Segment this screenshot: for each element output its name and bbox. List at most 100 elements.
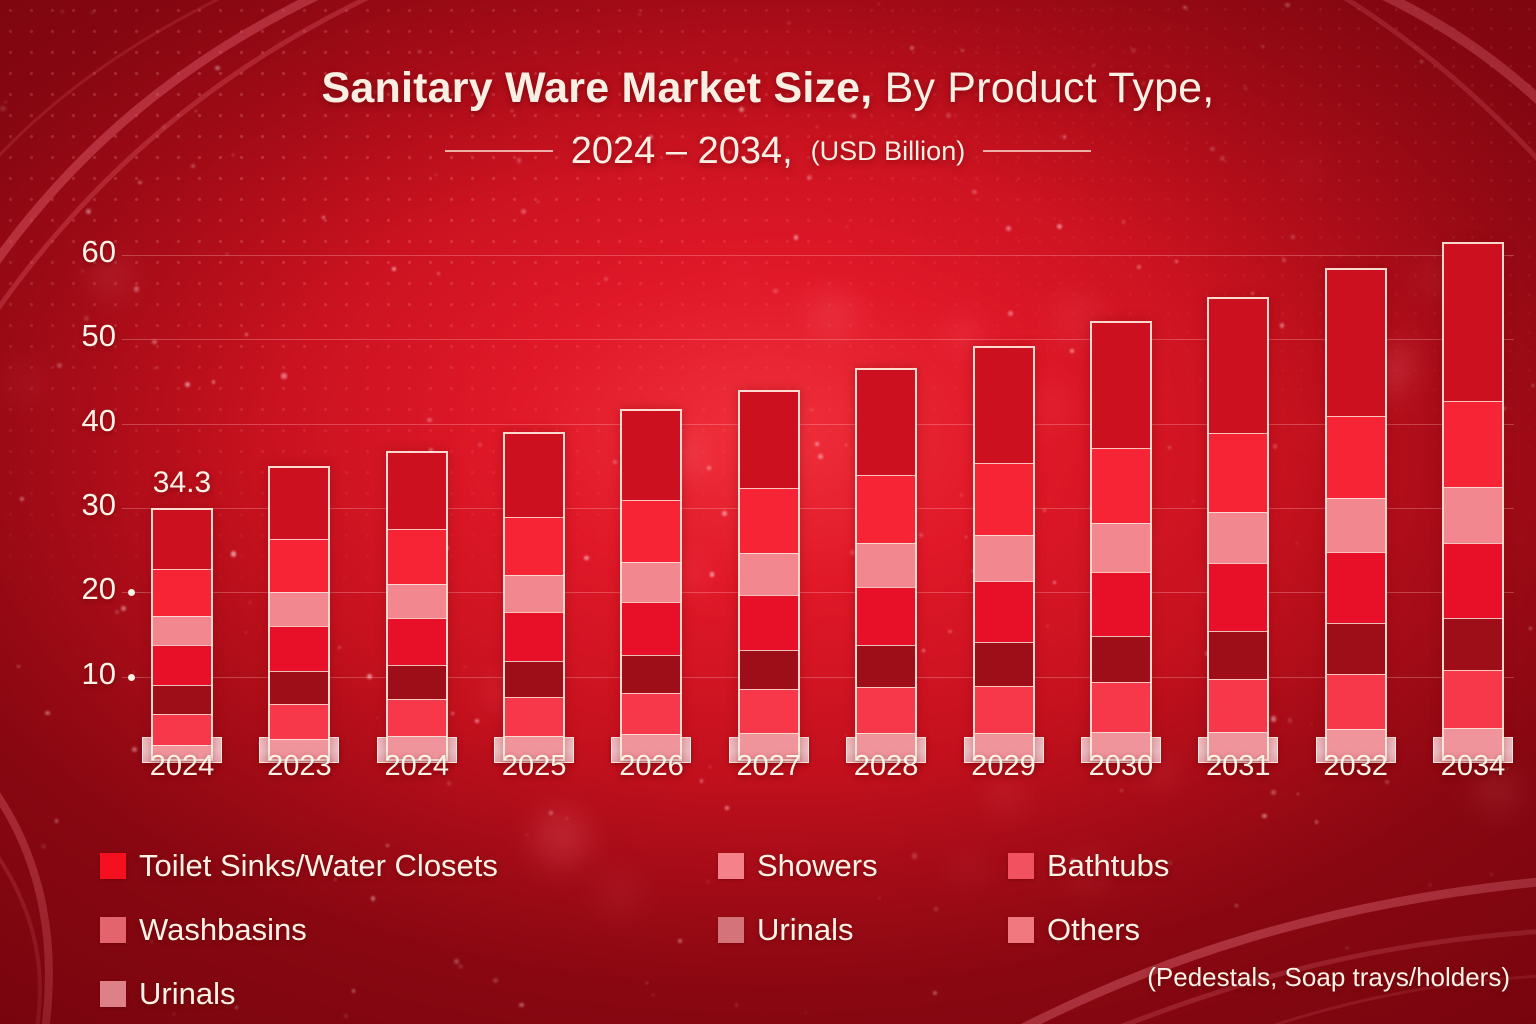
bar-segment[interactable] <box>270 467 329 539</box>
bar-segment[interactable] <box>974 581 1033 643</box>
bar-segment[interactable] <box>1326 498 1385 553</box>
bar-segment[interactable] <box>153 569 211 616</box>
bar-segment[interactable] <box>1326 729 1385 759</box>
bar-segment[interactable] <box>739 594 798 650</box>
stacked-bar[interactable] <box>151 508 213 761</box>
bar-segment[interactable] <box>1209 511 1268 564</box>
bar-segment[interactable] <box>739 649 798 690</box>
bar-segment[interactable] <box>622 654 681 693</box>
bar-column[interactable] <box>846 368 927 763</box>
bar-segment[interactable] <box>505 516 564 576</box>
legend-item[interactable]: Urinals <box>100 976 235 1012</box>
bar-segment[interactable] <box>974 642 1033 687</box>
bar-column[interactable] <box>728 389 809 763</box>
bar-segment[interactable] <box>505 612 564 662</box>
bar-segment[interactable] <box>1444 727 1502 760</box>
bar-segment[interactable] <box>857 474 916 544</box>
bar-segment[interactable] <box>1326 552 1385 624</box>
bar-segment[interactable] <box>857 645 916 687</box>
bar-segment[interactable] <box>505 575 564 613</box>
bar-segment[interactable] <box>270 739 329 759</box>
bar-segment[interactable] <box>270 591 329 626</box>
bar-segment[interactable] <box>1091 522 1150 572</box>
bar-segment[interactable] <box>1091 731 1150 759</box>
bar-segment[interactable] <box>1444 244 1502 402</box>
bar-column[interactable] <box>1315 267 1396 763</box>
bar-segment[interactable] <box>1326 623 1385 675</box>
stacked-bar[interactable] <box>855 368 918 761</box>
bar-segment[interactable] <box>1326 269 1385 417</box>
stacked-bar[interactable] <box>503 432 566 761</box>
bar-column[interactable] <box>611 408 692 763</box>
stacked-bar[interactable] <box>1442 242 1504 761</box>
bar-segment[interactable] <box>1091 636 1150 682</box>
bar-segment[interactable] <box>270 670 329 704</box>
bar-segment[interactable] <box>622 499 681 563</box>
bar-segment[interactable] <box>1209 631 1268 680</box>
bar-segment[interactable] <box>153 510 211 570</box>
bar-segment[interactable] <box>505 434 564 517</box>
bar-segment[interactable] <box>1091 447 1150 523</box>
bar-segment[interactable] <box>387 664 446 699</box>
bar-segment[interactable] <box>739 732 798 759</box>
legend-item[interactable]: Others <box>1008 912 1140 948</box>
bar-column[interactable] <box>1198 297 1279 763</box>
bar-segment[interactable] <box>1209 563 1268 632</box>
bar-column[interactable] <box>142 508 222 763</box>
legend-item[interactable]: Showers <box>718 848 878 884</box>
bar-segment[interactable] <box>739 391 798 489</box>
bar-column[interactable] <box>376 450 457 763</box>
bar-segment[interactable] <box>857 587 916 646</box>
bar-column[interactable] <box>963 346 1044 763</box>
legend-item[interactable]: Washbasins <box>100 912 307 948</box>
bar-segment[interactable] <box>1091 322 1150 448</box>
bar-column[interactable] <box>1433 242 1513 763</box>
bar-segment[interactable] <box>270 625 329 671</box>
bar-segment[interactable] <box>153 615 211 646</box>
bar-segment[interactable] <box>153 685 211 714</box>
bar-segment[interactable] <box>974 686 1033 734</box>
bar-segment[interactable] <box>857 732 916 760</box>
bar-segment[interactable] <box>622 410 681 500</box>
bar-segment[interactable] <box>387 618 446 665</box>
bar-segment[interactable] <box>153 713 211 746</box>
bar-segment[interactable] <box>857 686 916 733</box>
bar-segment[interactable] <box>974 534 1033 582</box>
stacked-bar[interactable] <box>972 346 1035 761</box>
bar-column[interactable] <box>259 465 340 763</box>
bar-segment[interactable] <box>739 689 798 733</box>
bar-segment[interactable] <box>974 348 1033 463</box>
legend-item[interactable]: Bathtubs <box>1008 848 1169 884</box>
stacked-bar[interactable] <box>1207 297 1270 761</box>
bar-segment[interactable] <box>622 602 681 655</box>
stacked-bar[interactable] <box>268 465 331 761</box>
bar-segment[interactable] <box>1444 670 1502 728</box>
bar-segment[interactable] <box>387 735 446 759</box>
bar-column[interactable] <box>1080 320 1161 763</box>
bar-segment[interactable] <box>1209 679 1268 732</box>
bar-segment[interactable] <box>622 562 681 603</box>
legend-item[interactable]: Toilet Sinks/Water Closets <box>100 848 498 884</box>
bar-segment[interactable] <box>1209 731 1268 760</box>
bar-segment[interactable] <box>622 734 681 760</box>
stacked-bar[interactable] <box>1089 320 1152 761</box>
bar-segment[interactable] <box>1091 681 1150 732</box>
bar-segment[interactable] <box>505 735 564 760</box>
bar-segment[interactable] <box>1091 571 1150 637</box>
bar-segment[interactable] <box>739 488 798 554</box>
bar-segment[interactable] <box>857 370 916 475</box>
bar-segment[interactable] <box>1209 433 1268 512</box>
bar-segment[interactable] <box>1326 416 1385 499</box>
stacked-bar[interactable] <box>620 408 683 761</box>
bar-column[interactable] <box>494 432 575 763</box>
bar-segment[interactable] <box>974 462 1033 535</box>
stacked-bar[interactable] <box>385 450 448 761</box>
bar-segment[interactable] <box>387 583 446 619</box>
stacked-bar[interactable] <box>737 389 800 761</box>
bar-segment[interactable] <box>387 452 446 529</box>
bar-segment[interactable] <box>1326 674 1385 730</box>
bar-segment[interactable] <box>387 698 446 736</box>
bar-segment[interactable] <box>505 696 564 736</box>
bar-segment[interactable] <box>1444 401 1502 487</box>
bar-segment[interactable] <box>857 543 916 588</box>
